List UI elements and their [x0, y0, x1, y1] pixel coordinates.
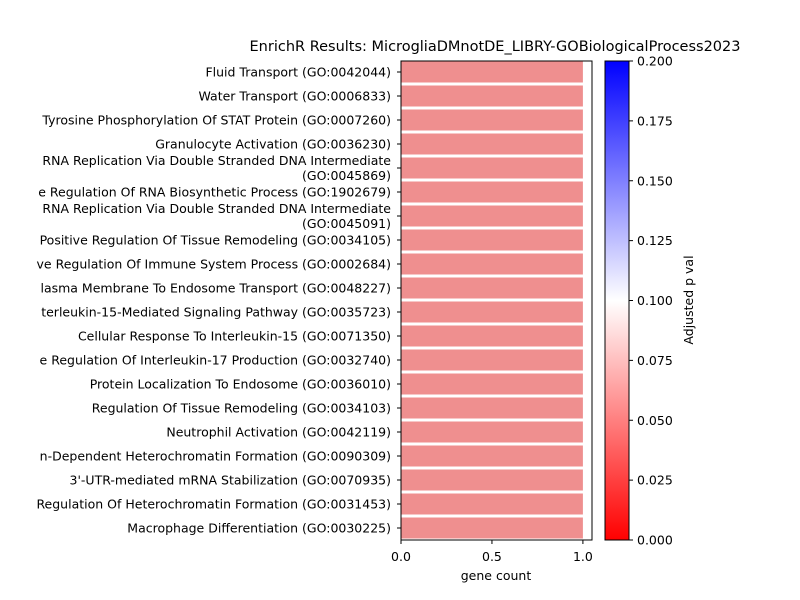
- colorbar-tick-label: 0.175: [637, 113, 673, 128]
- bar: [401, 325, 583, 347]
- bar: [401, 253, 583, 275]
- y-tick-label: Neutrophil Activation (GO:0042119): [166, 425, 391, 440]
- y-tick-label: Protein Localization To Endosome (GO:003…: [90, 377, 391, 392]
- y-tick-label: Regulation Of Tissue Remodeling (GO:0034…: [92, 401, 391, 416]
- colorbar-tick-label: 0.200: [637, 54, 673, 69]
- y-tick-label: n-Dependent Heterochromatin Formation (G…: [40, 449, 391, 464]
- y-tick-label: RNA Replication Via Double Stranded DNA …: [42, 201, 391, 231]
- y-tick-label: RNA Replication Via Double Stranded DNA …: [42, 153, 391, 183]
- y-tick-label: Cellular Response To Interleukin-15 (GO:…: [78, 329, 391, 344]
- y-tick-label: Water Transport (GO:0006833): [199, 89, 392, 104]
- colorbar: [604, 60, 630, 541]
- bar: [401, 349, 583, 371]
- colorbar-tick-label: 0.150: [637, 173, 673, 188]
- bar: [401, 229, 583, 251]
- bar: [401, 373, 583, 395]
- colorbar-tick-label: 0.125: [637, 233, 673, 248]
- x-tick-label: 1.0: [573, 549, 593, 564]
- x-tick-label: 0.5: [482, 549, 502, 564]
- bar: [401, 133, 583, 155]
- bar: [401, 61, 583, 83]
- y-tick-label: 3'-UTR-mediated mRNA Stabilization (GO:0…: [70, 473, 391, 488]
- plot-frame: [400, 60, 593, 541]
- colorbar-tick-label: 0.000: [637, 533, 673, 548]
- y-tick-label: terleukin-15-Mediated Signaling Pathway …: [41, 305, 391, 320]
- bar: [401, 205, 583, 227]
- colorbar-tick-label: 0.100: [637, 293, 673, 308]
- bar: [401, 277, 583, 299]
- colorbar-tick-label: 0.025: [637, 473, 673, 488]
- bar: [401, 421, 583, 443]
- y-tick-label: lasma Membrane To Endosome Transport (GO…: [40, 281, 391, 296]
- bar: [401, 517, 583, 539]
- x-axis-label: gene count: [461, 568, 532, 583]
- colorbar-label: Adjusted p val: [681, 255, 696, 344]
- y-tick-label: Fluid Transport (GO:0042044): [205, 65, 391, 80]
- bar: [401, 85, 583, 107]
- y-tick-label: ve Regulation Of Immune System Process (…: [37, 257, 391, 272]
- colorbar-tick-label: 0.050: [637, 413, 673, 428]
- bar: [401, 469, 583, 491]
- y-tick-label: Positive Regulation Of Tissue Remodeling…: [40, 233, 391, 248]
- y-tick-label: Macrophage Differentiation (GO:0030225): [127, 521, 391, 536]
- bar: [401, 181, 583, 203]
- bar: [401, 301, 583, 323]
- x-tick-label: 0.0: [391, 549, 411, 564]
- bar: [401, 109, 583, 131]
- y-tick-label: Regulation Of Heterochromatin Formation …: [36, 497, 391, 512]
- colorbar-tick-label: 0.075: [637, 353, 673, 368]
- bar: [401, 445, 583, 467]
- bar: [401, 397, 583, 419]
- bar: [401, 157, 583, 179]
- chart-title: EnrichR Results: MicrogliaDMnotDE_LIBRY-…: [250, 39, 741, 55]
- bar: [401, 493, 583, 515]
- y-tick-label: Tyrosine Phosphorylation Of STAT Protein…: [41, 113, 391, 128]
- y-tick-label: e Regulation Of Interleukin-17 Productio…: [40, 353, 391, 368]
- y-tick-label: Granulocyte Activation (GO:0036230): [155, 137, 391, 152]
- y-tick-label: e Regulation Of RNA Biosynthetic Process…: [38, 185, 391, 200]
